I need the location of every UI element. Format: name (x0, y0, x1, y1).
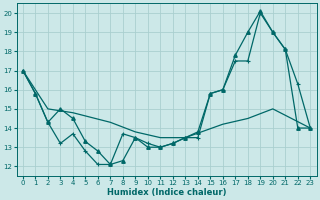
X-axis label: Humidex (Indice chaleur): Humidex (Indice chaleur) (107, 188, 226, 197)
